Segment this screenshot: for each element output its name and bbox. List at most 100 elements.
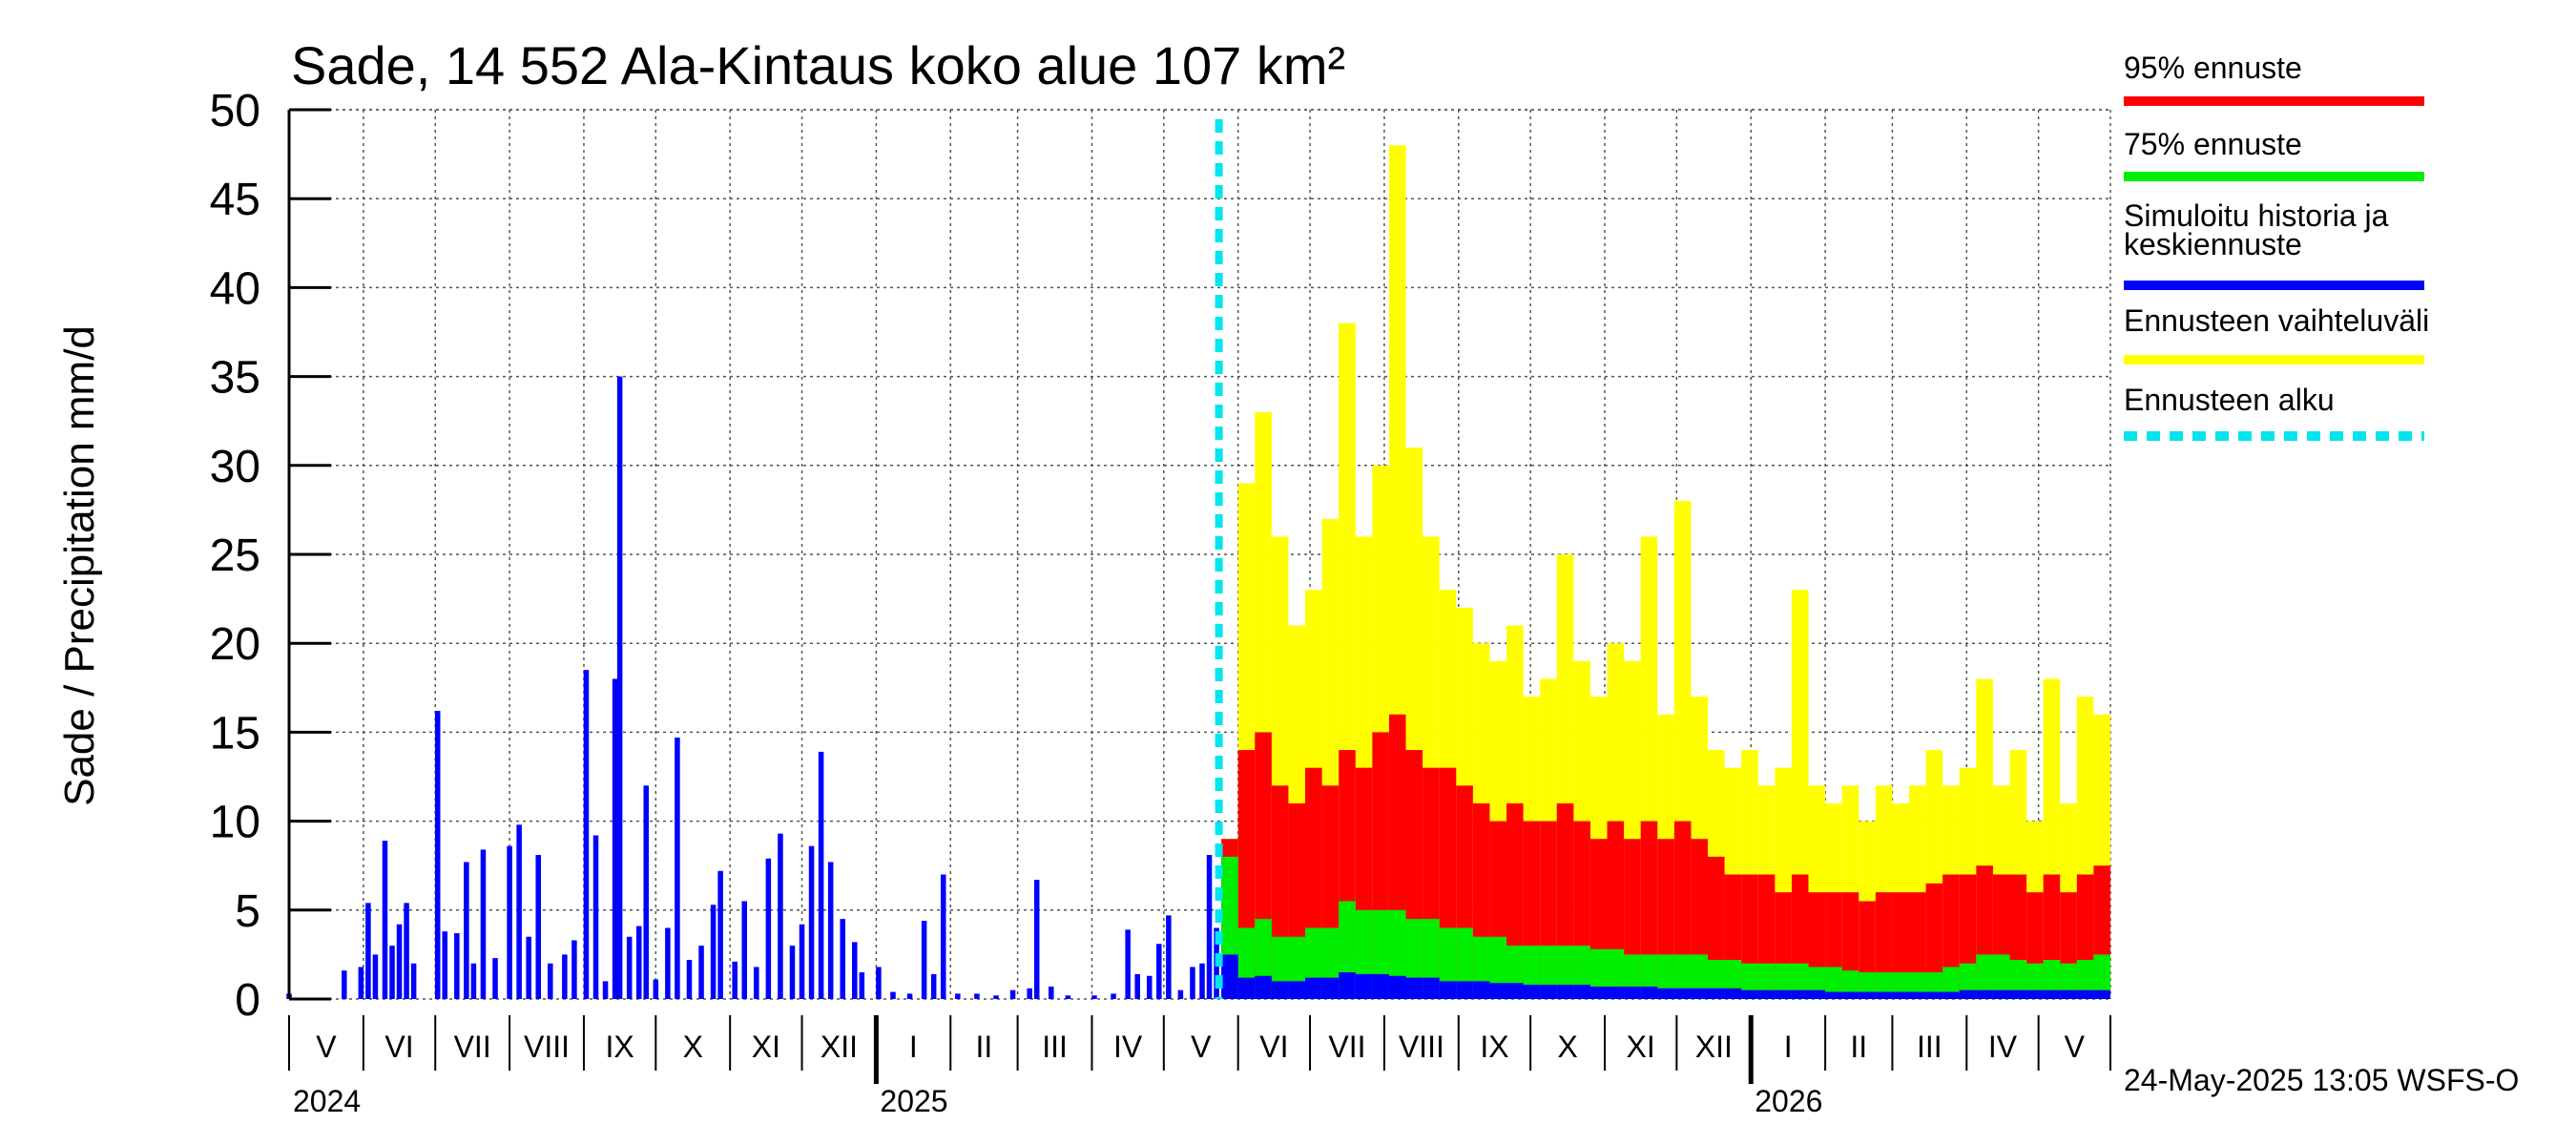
month-label: I xyxy=(1784,1030,1793,1064)
legend-label: Ennusteen alku xyxy=(2124,383,2335,417)
month-label: II xyxy=(976,1030,993,1064)
y-tick-label: 25 xyxy=(210,531,260,581)
forecast-mean-bar xyxy=(1775,989,1792,999)
forecast-75-bar xyxy=(2043,959,2061,999)
forecast-mean-bar xyxy=(1791,989,1809,999)
forecast-mean-bar xyxy=(2093,989,2110,999)
history-bar xyxy=(396,924,403,999)
history-bar xyxy=(464,862,469,999)
forecast-75-bar xyxy=(1992,954,2010,999)
month-label: XII xyxy=(821,1030,858,1064)
history-bar xyxy=(626,936,633,999)
month-label: IV xyxy=(1988,1030,2018,1064)
forecast-75-bar xyxy=(2060,963,2077,999)
forecast-mean-bar xyxy=(1523,985,1541,999)
history-bar xyxy=(1125,929,1131,999)
forecast-mean-bar xyxy=(1959,989,1977,999)
history-bar xyxy=(1065,995,1071,999)
forecast-95-bar xyxy=(1925,883,1943,999)
bars xyxy=(286,145,2110,1000)
footer-timestamp: 24-May-2025 13:05 WSFS-O xyxy=(2124,1063,2519,1097)
month-label: V xyxy=(1191,1030,1212,1064)
month-label: XI xyxy=(752,1030,780,1064)
month-label: IV xyxy=(1113,1030,1143,1064)
forecast-mean-bar xyxy=(1255,975,1272,999)
y-tick-label: 40 xyxy=(210,263,260,314)
history-bar xyxy=(955,993,961,999)
history-bar xyxy=(890,991,896,999)
y-tick-label: 20 xyxy=(210,619,260,670)
y-tick-label: 30 xyxy=(210,442,260,492)
forecast-mean-bar xyxy=(1489,983,1507,999)
history-bar xyxy=(1091,995,1097,999)
history-bar xyxy=(1009,989,1016,999)
forecast-mean-bar xyxy=(2009,989,2027,999)
history-bar xyxy=(675,737,680,999)
forecast-mean-bar xyxy=(1355,973,1373,999)
history-bar xyxy=(358,967,364,999)
history-bar xyxy=(434,711,441,999)
forecast-mean-bar xyxy=(1825,991,1842,999)
month-label: XI xyxy=(1627,1030,1655,1064)
history-bar xyxy=(827,862,834,999)
forecast-mean-bar xyxy=(1439,981,1457,999)
history-bar xyxy=(799,924,805,999)
forecast-mean-bar xyxy=(1724,988,1742,999)
history-bar xyxy=(571,940,577,999)
forecast-mean-bar xyxy=(2076,989,2094,999)
forecast-mean-bar xyxy=(1859,991,1876,999)
forecast-mean-bar xyxy=(1339,972,1356,999)
forecast-mean-bar xyxy=(1925,991,1943,999)
forecast-75-bar xyxy=(2093,954,2110,999)
history-bar xyxy=(859,972,865,999)
month-label: IX xyxy=(606,1030,634,1064)
history-bar xyxy=(602,981,609,999)
y-tick-label: 50 xyxy=(210,86,260,136)
history-bar xyxy=(665,927,671,999)
grid xyxy=(289,109,2111,1000)
history-bar xyxy=(548,963,553,999)
y-tick-label: 5 xyxy=(235,886,260,937)
forecast-mean-bar xyxy=(1388,975,1406,999)
history-bar xyxy=(741,901,748,999)
forecast-75-bar xyxy=(2009,959,2027,999)
forecast-mean-bar xyxy=(1506,983,1524,999)
forecast-75-bar xyxy=(1741,963,1758,999)
history-bar xyxy=(1111,993,1116,999)
forecast-mean-bar xyxy=(1657,988,1674,999)
history-bar xyxy=(382,841,388,999)
forecast-mean-bar xyxy=(1237,977,1256,999)
forecast-mean-bar xyxy=(1540,985,1557,999)
forecast-mean-bar xyxy=(1423,977,1440,999)
forecast-75-bar xyxy=(1691,954,1709,999)
history-bar xyxy=(789,946,796,999)
y-axis-label: Sade / Precipitation mm/d xyxy=(56,325,103,806)
history-bar xyxy=(717,870,723,999)
legend-label: keskiennuste xyxy=(2124,227,2302,261)
forecast-75-bar xyxy=(1775,963,1792,999)
month-label: XII xyxy=(1695,1030,1733,1064)
month-label: III xyxy=(1917,1030,1942,1064)
month-label: VII xyxy=(454,1030,491,1064)
history-bar xyxy=(930,973,937,999)
month-label: II xyxy=(1850,1030,1867,1064)
forecast-75-bar xyxy=(1825,967,1842,999)
history-bar xyxy=(698,946,704,999)
forecast-75-bar xyxy=(2076,959,2094,999)
legend-label: Simuloitu historia ja xyxy=(2124,198,2389,233)
history-bar xyxy=(562,954,568,999)
history-bar xyxy=(526,936,531,999)
month-label: VI xyxy=(1259,1030,1288,1064)
history-bar xyxy=(635,926,642,999)
month-label: VIII xyxy=(524,1030,570,1064)
forecast-75-bar xyxy=(1757,963,1776,999)
forecast-mean-bar xyxy=(1992,989,2010,999)
history-bar xyxy=(940,874,946,999)
history-bar xyxy=(974,993,980,999)
y-tick-label: 0 xyxy=(235,975,260,1026)
history-bar xyxy=(470,963,477,999)
forecast-mean-bar xyxy=(1673,988,1692,999)
forecast-mean-bar xyxy=(1708,988,1725,999)
forecast-mean-bar xyxy=(1808,989,1826,999)
